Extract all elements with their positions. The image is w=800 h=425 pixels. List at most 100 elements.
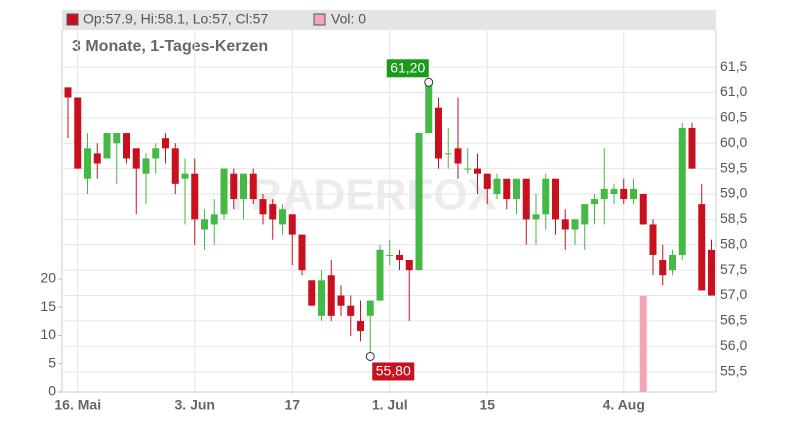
candle-body: [327, 275, 335, 316]
candle-body: [552, 178, 559, 220]
y-tick-label: 60,5: [720, 109, 747, 125]
legend-swatch: [66, 13, 79, 26]
volume-bar: [639, 295, 647, 392]
candle-body: [201, 219, 208, 230]
candle-body: [678, 127, 686, 255]
y-tick-label: 56,0: [720, 337, 747, 353]
candle-body: [464, 168, 472, 170]
candle-body: [152, 148, 160, 159]
y-tick-label: 58,0: [720, 235, 747, 251]
annotation-marker: [424, 77, 434, 87]
x-tick-label: 17: [284, 397, 300, 413]
legend-volume: Vol: 0: [331, 11, 366, 27]
y-tick-label: 59,5: [720, 159, 747, 175]
legend-ohlc: Op:57.9, Hi:58.1, Lo:57, Cl:57: [83, 11, 268, 27]
annotation-box: [372, 362, 415, 381]
candle-body: [113, 133, 121, 144]
candle-body: [620, 188, 628, 200]
y-tick-label: 60,0: [720, 134, 747, 150]
candle-body: [210, 214, 218, 225]
candle-body: [600, 188, 608, 200]
candle-body: [688, 127, 696, 169]
y2-tick-label: 0: [48, 383, 56, 399]
y2-tick-label: 15: [40, 298, 56, 314]
annotation-marker: [365, 351, 375, 361]
candle-body: [132, 148, 140, 169]
candle-body: [171, 148, 179, 184]
candle-body: [669, 254, 676, 271]
x-tick-label: 4. Aug: [603, 397, 645, 413]
candle-body: [649, 224, 657, 255]
annotation-box: [386, 59, 429, 78]
candle-body: [298, 234, 306, 271]
y2-tick-label: 10: [40, 326, 56, 342]
candle-body: [123, 133, 130, 159]
candle-body: [279, 209, 286, 225]
y-tick-label: 56,5: [720, 312, 747, 328]
candle-body: [542, 178, 550, 215]
candle-body: [249, 173, 257, 200]
candle-body: [142, 158, 150, 174]
candle-body: [493, 178, 501, 194]
candle-body: [581, 204, 589, 225]
candle-body: [269, 204, 277, 220]
candle-body: [386, 254, 394, 256]
y-tick-label: 59,0: [720, 185, 747, 201]
x-tick-label: 3. Jun: [175, 397, 215, 413]
candle-body: [405, 259, 413, 271]
candle-body: [659, 259, 667, 276]
candle-body: [93, 153, 101, 164]
y-tick-label: 55,5: [720, 362, 747, 378]
candle-body: [435, 107, 442, 159]
candle-body: [288, 214, 296, 235]
candle-body: [103, 133, 111, 159]
candle-body: [240, 173, 247, 200]
candle-body: [415, 133, 423, 271]
candle-body: [337, 295, 345, 306]
candle-body: [630, 188, 637, 200]
candle-body: [308, 280, 316, 306]
candle-body: [561, 219, 569, 230]
candle-body: [483, 173, 491, 189]
candle-body: [444, 153, 452, 155]
watermark: TRADERFOX: [223, 171, 497, 220]
candle-body: [259, 199, 267, 215]
candle-body: [181, 173, 189, 179]
candle-body: [698, 204, 706, 291]
candle-body: [503, 178, 511, 200]
header-bar: [62, 10, 716, 30]
candle-body: [571, 219, 579, 230]
annotation-label: 61,20: [390, 59, 425, 75]
candle-body: [532, 214, 540, 220]
candle-body: [220, 168, 228, 215]
candle-body: [347, 305, 355, 316]
candle-body: [74, 97, 82, 169]
x-tick-label: 15: [479, 397, 495, 413]
y-tick-label: 61,5: [720, 58, 747, 74]
candle-body: [425, 82, 433, 134]
candle-body: [522, 178, 530, 220]
y-tick-label: 57,5: [720, 261, 747, 277]
candle-body: [639, 193, 647, 225]
candle-body: [591, 199, 598, 205]
y-tick-label: 58,5: [720, 210, 747, 226]
candle-body: [64, 87, 72, 98]
y2-tick-label: 5: [48, 354, 56, 370]
y-tick-label: 57,0: [720, 286, 747, 302]
candle-body: [230, 173, 238, 200]
chart-title: 3 Monate, 1-Tages-Kerzen: [72, 38, 268, 55]
legend-swatch: [313, 13, 326, 26]
candle-body: [376, 249, 384, 301]
y-tick-label: 61,0: [720, 83, 747, 99]
candle-body: [708, 249, 715, 296]
candle-body: [366, 300, 374, 316]
candle-body: [513, 178, 520, 200]
candle-body: [610, 188, 618, 194]
candle-body: [454, 148, 462, 164]
candle-body: [357, 320, 364, 332]
annotation-label: 55,80: [376, 363, 411, 379]
x-tick-label: 1. Jul: [372, 397, 408, 413]
y2-tick-label: 20: [40, 270, 56, 286]
x-tick-label: 16. Mai: [54, 397, 101, 413]
